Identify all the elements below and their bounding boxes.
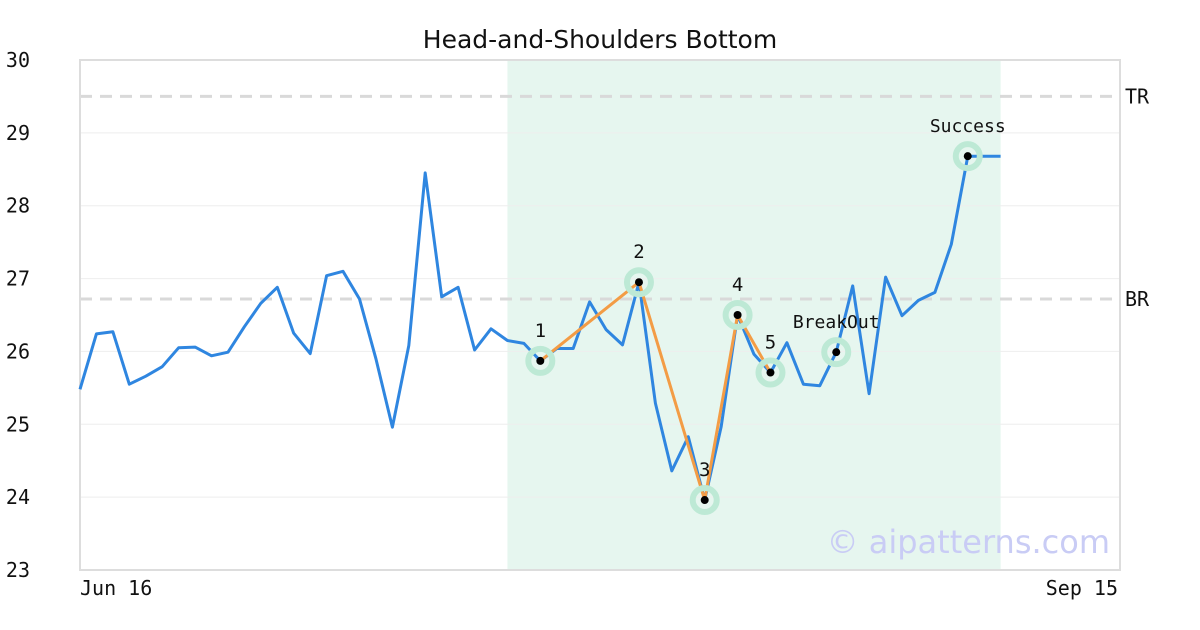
plot-frame [79, 59, 1121, 571]
pattern-window-highlight [507, 60, 1001, 570]
pattern-point-ring [525, 345, 556, 376]
pattern-point-dot [766, 368, 775, 377]
y-tick-label: 23 [6, 558, 30, 582]
signal-point-dot [832, 348, 841, 357]
pattern-point-label: 2 [633, 241, 644, 263]
y-tick-label: 30 [6, 48, 30, 72]
y-tick-label: 28 [6, 194, 30, 218]
pattern-point-ring [689, 485, 720, 516]
y-tick-label: 24 [6, 485, 30, 509]
watermark: © aipatterns.com [827, 523, 1110, 561]
signal-point-dot [963, 152, 972, 161]
y-tick-label: 29 [6, 121, 30, 145]
y-tick-label: 26 [6, 339, 30, 363]
reference-label: BR [1125, 287, 1150, 311]
y-tick-label: 27 [6, 267, 30, 291]
pattern-point-ring [755, 357, 786, 388]
x-tick-label: Sep 15 [1046, 576, 1118, 600]
pattern-point-label: 1 [535, 320, 546, 342]
chart-title: Head-and-Shoulders Bottom [423, 25, 777, 54]
pattern-point-label: 3 [699, 459, 710, 481]
pattern-point-dot [634, 278, 643, 287]
pattern-point-dot [733, 311, 742, 319]
pattern-point-dot [536, 356, 545, 365]
x-tick-label: Jun 16 [80, 576, 152, 600]
pattern-point-label: 4 [732, 274, 743, 296]
y-tick-label: 25 [6, 412, 30, 436]
signal-label: BreakOut [793, 312, 880, 333]
signal-point-ring [952, 141, 983, 172]
signal-label: Success [930, 116, 1006, 137]
pattern-point-ring [623, 267, 654, 298]
pattern-point-label: 5 [765, 332, 776, 354]
signal-point-ring [821, 337, 852, 368]
pattern-point-ring [722, 300, 753, 330]
pattern-point-dot [700, 496, 709, 505]
reference-label: TR [1125, 84, 1150, 108]
